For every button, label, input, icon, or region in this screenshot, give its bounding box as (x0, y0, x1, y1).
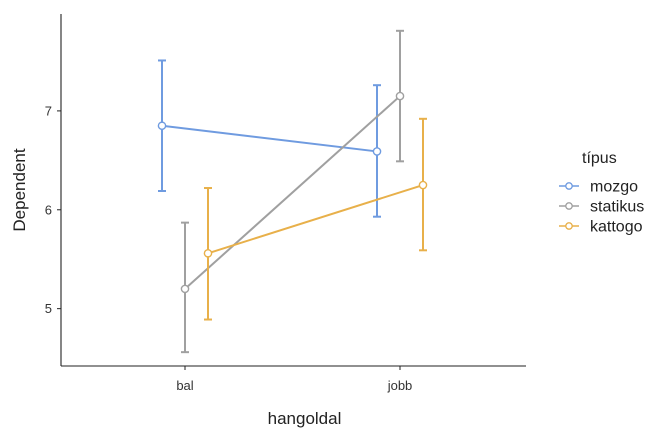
legend-label: mozgo (590, 179, 638, 196)
series-line (161, 124, 378, 153)
legend-title: típus (582, 150, 617, 167)
data-point (203, 248, 213, 258)
legend-label: statikus (590, 199, 644, 216)
x-axis-title: hangoldal (268, 409, 342, 428)
series-kattogo (203, 117, 428, 321)
legend-key-point (565, 182, 573, 190)
series-line (184, 95, 401, 290)
series-line (207, 184, 424, 255)
data-point (180, 284, 190, 294)
data-point (418, 180, 428, 190)
x-tick-label: bal (176, 378, 193, 393)
data-point (372, 147, 382, 156)
data-point (395, 91, 405, 101)
legend: típus mozgo statikus kattogo (559, 150, 644, 236)
axes: 5 6 7 bal jobb hangoldal Dependent (10, 14, 526, 428)
y-tick-label: 5 (45, 301, 52, 316)
legend-item-kattogo: kattogo (559, 219, 643, 236)
data-point (157, 121, 167, 131)
legend-label: kattogo (590, 219, 643, 236)
legend-item-mozgo: mozgo (559, 179, 638, 196)
plot-series (157, 29, 428, 354)
legend-item-statikus: statikus (559, 199, 644, 216)
legend-key-point (565, 222, 573, 230)
series-statikus (180, 29, 405, 354)
series-mozgo (157, 59, 382, 218)
y-tick-label: 6 (45, 202, 52, 217)
x-tick-label: jobb (387, 378, 413, 393)
y-axis-title: Dependent (10, 148, 29, 231)
y-tick-label: 7 (45, 103, 52, 118)
legend-key-point (565, 202, 573, 210)
